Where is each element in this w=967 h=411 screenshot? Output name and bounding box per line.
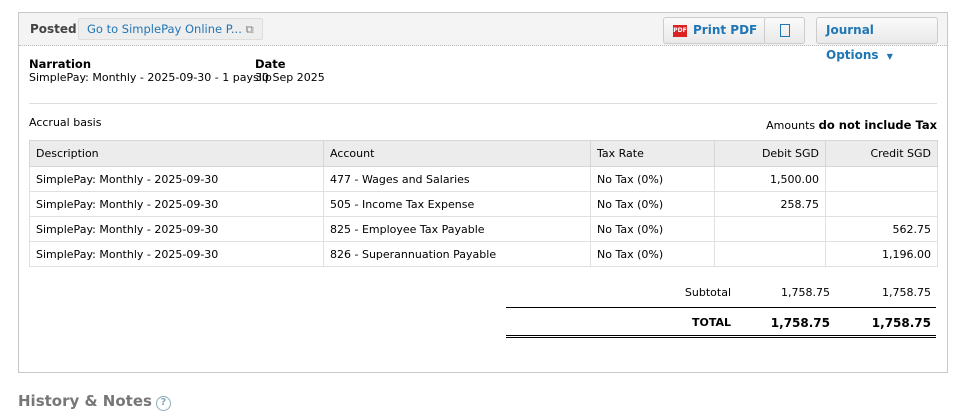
divider xyxy=(29,103,937,104)
cell-credit xyxy=(825,191,938,217)
pdf-icon: PDF xyxy=(673,24,687,37)
goto-simplepay-link[interactable]: Go to SimplePay Online P... ⧉ xyxy=(78,18,263,40)
table-row: SimplePay: Monthly - 2025-09-30 505 - Inc… xyxy=(29,191,938,217)
external-link-icon: ⧉ xyxy=(245,22,254,36)
table-row: SimplePay: Monthly - 2025-09-30 826 - Sup… xyxy=(29,241,938,267)
total-rule xyxy=(506,307,936,308)
cell-tax-rate: No Tax (0%) xyxy=(590,166,715,192)
cell-debit: 258.75 xyxy=(714,191,826,217)
help-icon[interactable]: ? xyxy=(155,396,171,411)
cell-account: 826 - Superannuation Payable xyxy=(323,241,591,267)
cell-description: SimplePay: Monthly - 2025-09-30 xyxy=(29,166,324,192)
col-account: Account xyxy=(323,140,591,167)
cell-debit xyxy=(714,241,826,267)
cell-description: SimplePay: Monthly - 2025-09-30 xyxy=(29,241,324,267)
col-debit: Debit SGD xyxy=(714,140,826,167)
amounts-value: do not include Tax xyxy=(818,118,937,132)
cell-description: SimplePay: Monthly - 2025-09-30 xyxy=(29,216,324,242)
narration-value: SimplePay: Monthly - 2025-09-30 - 1 pays… xyxy=(29,71,272,84)
col-description: Description xyxy=(29,140,324,167)
cell-tax-rate: No Tax (0%) xyxy=(590,191,715,217)
amounts-note: Amounts do not include Tax xyxy=(766,118,937,132)
subtotal-label: Subtotal xyxy=(684,286,731,299)
print-pdf-button[interactable]: PDF Print PDF xyxy=(663,17,768,44)
cell-tax-rate: No Tax (0%) xyxy=(590,241,715,267)
col-tax-rate: Tax Rate xyxy=(590,140,715,167)
status-label: Posted xyxy=(30,22,77,36)
table-row: SimplePay: Monthly - 2025-09-30 825 - Emp… xyxy=(29,216,938,242)
history-title: History & Notes xyxy=(18,392,152,410)
total-credit: 1,758.75 xyxy=(871,316,931,330)
cell-debit xyxy=(714,216,826,242)
total-debit: 1,758.75 xyxy=(770,316,830,330)
cell-credit xyxy=(825,166,938,192)
total-label: TOTAL xyxy=(691,316,731,329)
table-row: SimplePay: Monthly - 2025-09-30 477 - Wag… xyxy=(29,166,938,192)
goto-label: Go to SimplePay Online P... xyxy=(87,22,242,36)
history-notes-heading[interactable]: History & Notes? xyxy=(18,392,171,411)
cell-debit: 1,500.00 xyxy=(714,166,826,192)
cell-account: 505 - Income Tax Expense xyxy=(323,191,591,217)
cell-account: 825 - Employee Tax Payable xyxy=(323,216,591,242)
journal-panel: Posted Go to SimplePay Online P... ⧉ PDF… xyxy=(18,12,948,373)
chevron-down-icon: ▼ xyxy=(886,52,893,61)
journal-options-label: Journal Options xyxy=(826,23,879,62)
basis-label: Accrual basis xyxy=(29,116,102,129)
amounts-label: Amounts xyxy=(766,119,816,132)
journal-options-button[interactable]: Journal Options ▼ xyxy=(816,17,938,62)
cell-tax-rate: No Tax (0%) xyxy=(590,216,715,242)
date-value: 30 Sep 2025 xyxy=(255,71,325,84)
cell-description: SimplePay: Monthly - 2025-09-30 xyxy=(29,191,324,217)
subtotal-debit: 1,758.75 xyxy=(781,286,830,299)
journal-lines-table: Description Account Tax Rate Debit SGD C… xyxy=(29,140,938,267)
cell-credit: 1,196.00 xyxy=(825,241,938,267)
table-header-row: Description Account Tax Rate Debit SGD C… xyxy=(29,140,938,167)
subtotal-credit: 1,758.75 xyxy=(882,286,931,299)
cell-account: 477 - Wages and Salaries xyxy=(323,166,591,192)
journal-header: Posted Go to SimplePay Online P... ⧉ PDF… xyxy=(19,13,947,62)
document-icon xyxy=(779,24,790,37)
copy-button[interactable] xyxy=(764,17,805,44)
print-pdf-label: Print PDF xyxy=(693,23,758,37)
total-double-rule xyxy=(506,335,936,338)
narration-label: Narration xyxy=(29,57,92,71)
col-credit: Credit SGD xyxy=(825,140,938,167)
cell-credit: 562.75 xyxy=(825,216,938,242)
date-label: Date xyxy=(255,57,286,71)
